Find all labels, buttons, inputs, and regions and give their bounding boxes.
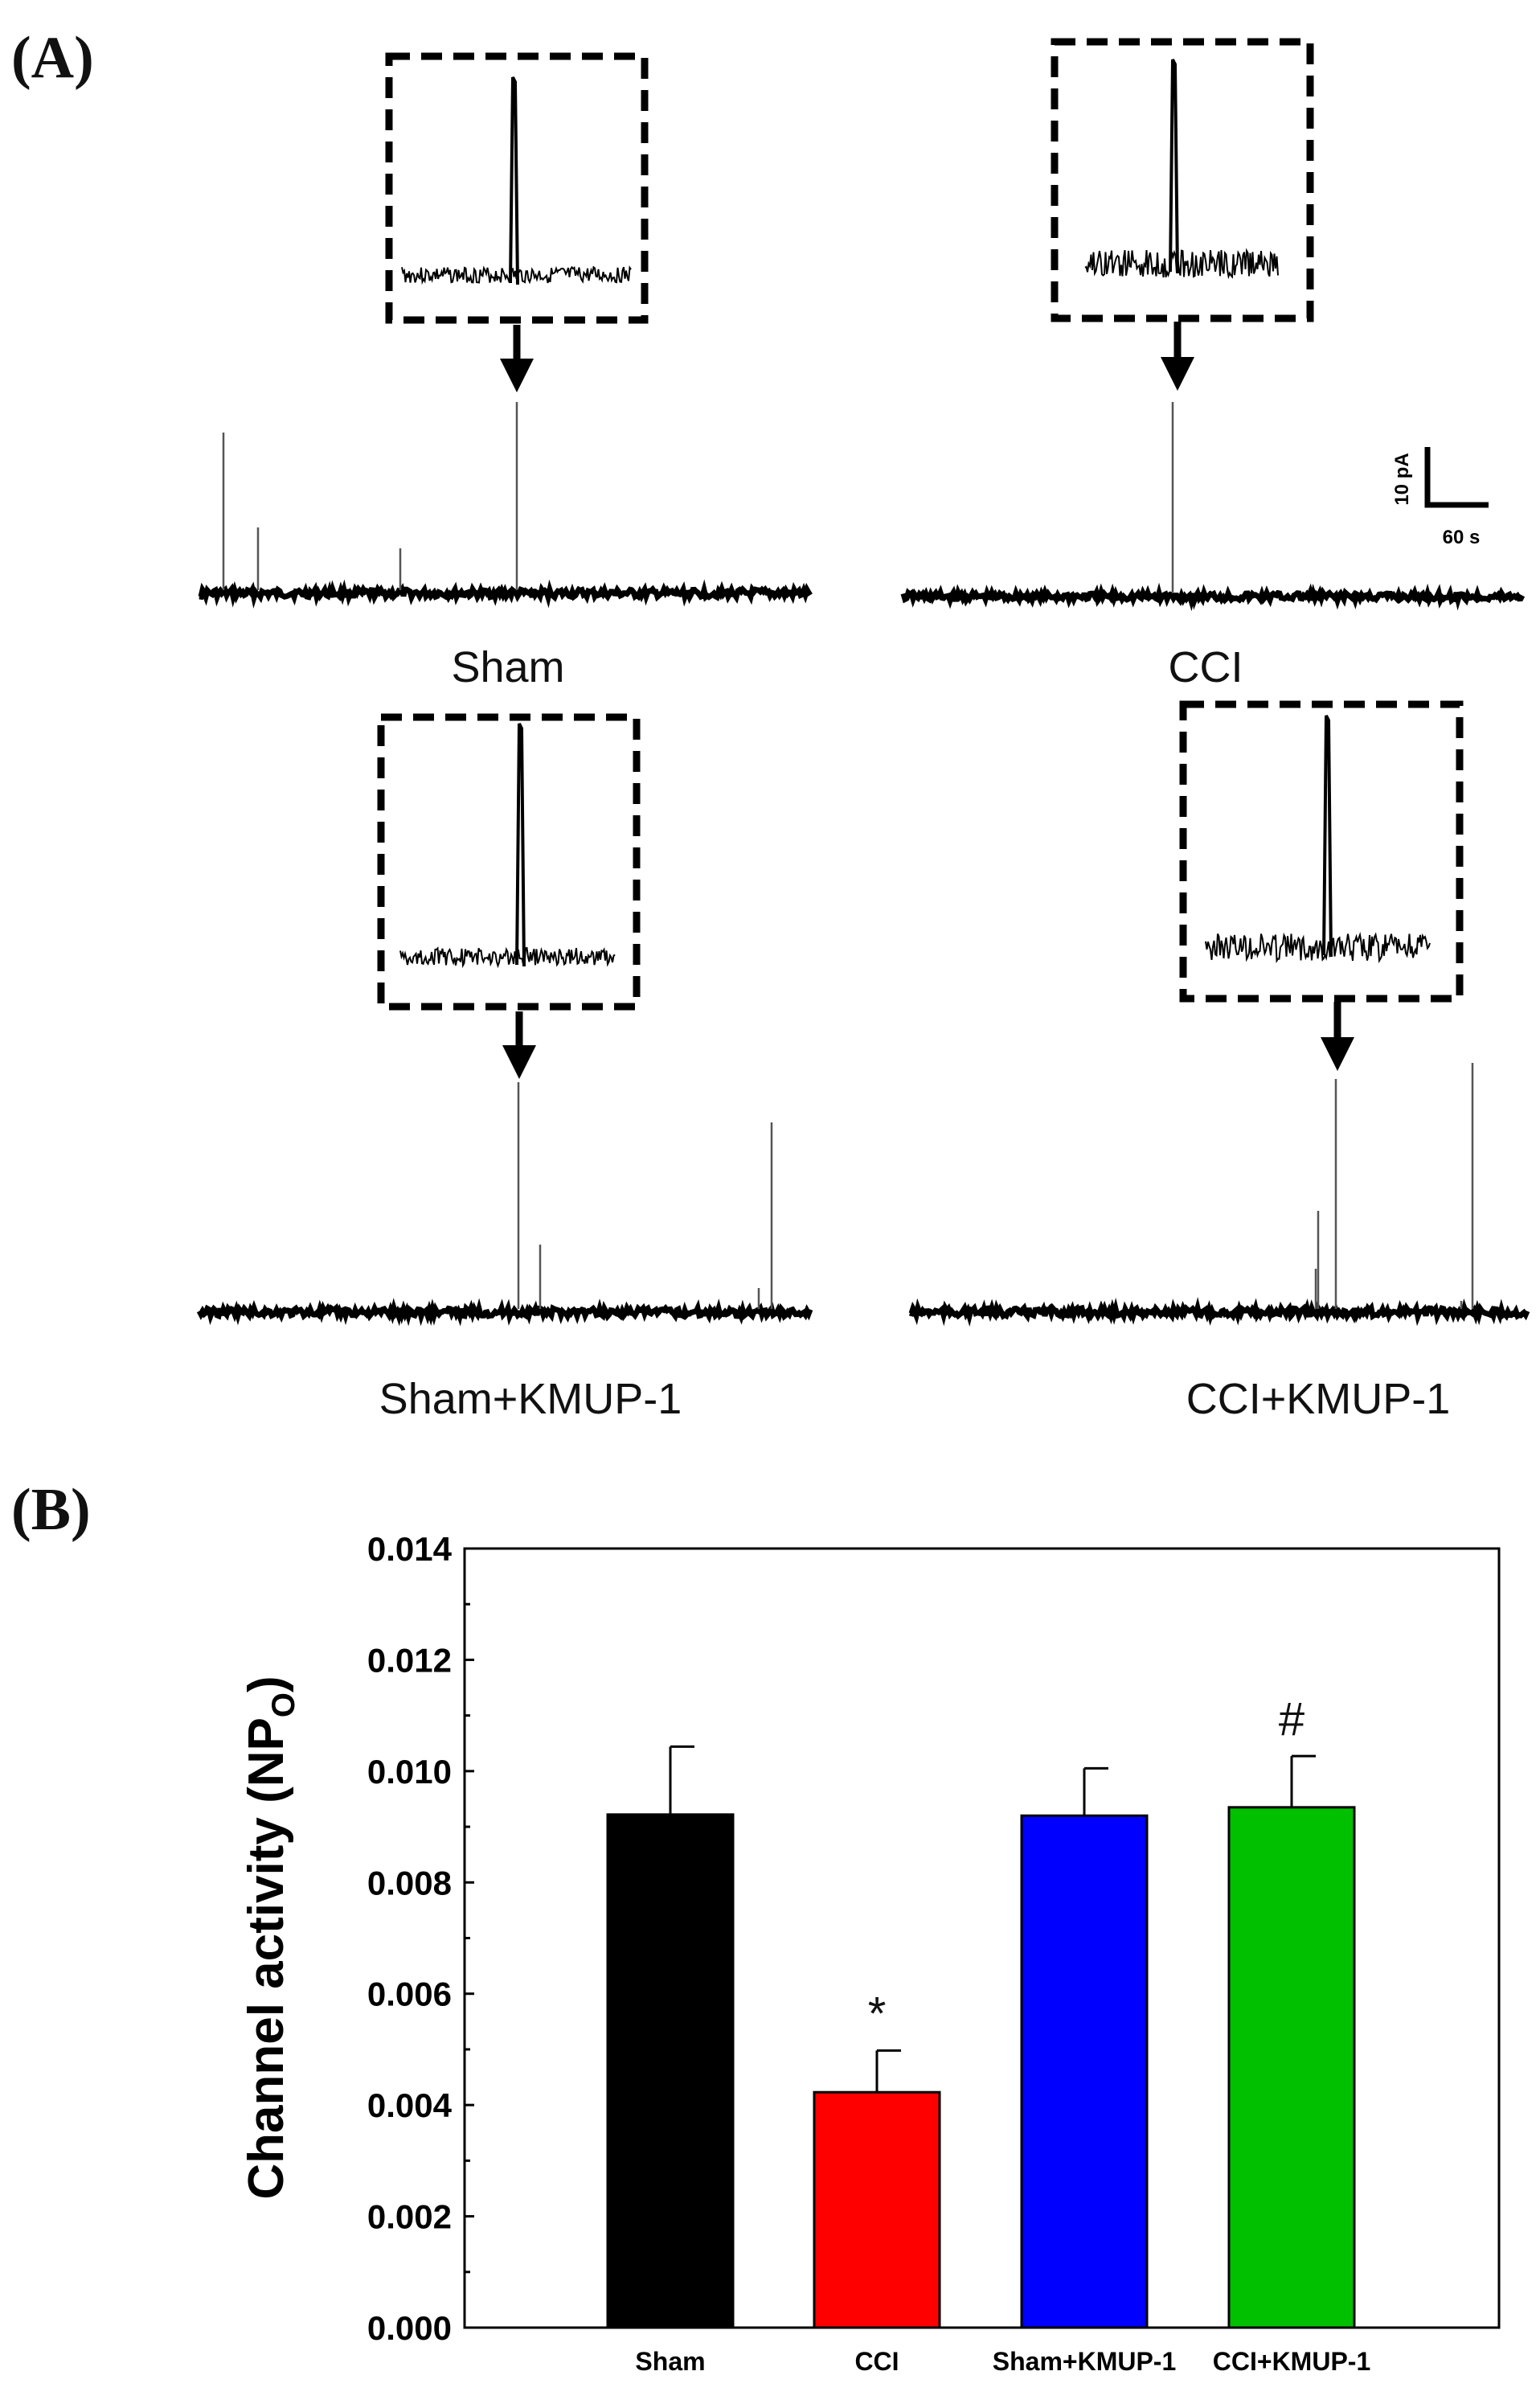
y-tick-label: 0.006 xyxy=(367,1975,452,2013)
bar-cci xyxy=(813,2090,941,2329)
x-axis: Sham CCI Sham+KMUP-1 CCI+KMUP-1 xyxy=(635,2347,1370,2376)
y-tick-label: 0.014 xyxy=(367,1530,453,1568)
trace-panel-sham-kmup1: Sham+KMUP-1 xyxy=(196,713,813,1423)
inset-box-cci xyxy=(1051,38,1314,322)
inset-box-cci-kmup1 xyxy=(1179,700,1464,1003)
inset-peak xyxy=(1169,59,1179,274)
bar-sham-kmup-1 xyxy=(1020,1814,1149,2329)
recording-trace-sham-kmup1 xyxy=(196,1082,813,1327)
x-category-label: Sham+KMUP-1 xyxy=(993,2347,1177,2376)
y-axis-title-subscript: O xyxy=(266,1692,301,1717)
y-axis-title: Channel activity (NPO) xyxy=(239,1676,301,2199)
inset-noise xyxy=(1084,248,1279,280)
trace-baseline xyxy=(908,1297,1530,1327)
inset-noise xyxy=(399,946,616,969)
y-tick-label: 0.012 xyxy=(367,1641,452,1679)
trace-baseline xyxy=(198,579,813,609)
inset-trace-sham xyxy=(401,76,632,285)
significance-marker: * xyxy=(868,1988,887,2040)
trace-panel-sham: Sham xyxy=(198,52,813,691)
recording-trace-cci xyxy=(900,402,1526,612)
trace-baseline xyxy=(196,1298,813,1327)
x-category-label: Sham xyxy=(635,2347,705,2376)
x-category-label: CCI+KMUP-1 xyxy=(1213,2347,1370,2376)
scale-bar-time-label: 60 s xyxy=(1443,527,1481,548)
y-axis: 0.000 0.002 0.004 0.006 0.008 0.010 0.012 0.014 xyxy=(367,1530,474,2347)
recording-trace-sham xyxy=(198,402,813,609)
panel-a-label: (A) xyxy=(11,25,94,91)
trace-panel-cci: CCI xyxy=(900,38,1526,691)
y-tick-label: 0.008 xyxy=(367,1864,452,1901)
inset-peak xyxy=(1322,715,1333,958)
bar-cci-kmup-1 xyxy=(1227,1806,1356,2329)
scale-bar: 10 pA 60 s xyxy=(1391,447,1489,548)
trace-panel-cci-kmup1: CCI+KMUP-1 xyxy=(908,700,1530,1423)
inset-noise xyxy=(1205,931,1431,964)
inset-box-sham-kmup1 xyxy=(377,713,641,1011)
x-category-label: CCI xyxy=(854,2347,899,2376)
y-tick-label: 0.000 xyxy=(367,2309,452,2347)
inset-trace-cci xyxy=(1084,59,1279,280)
arrow-icon xyxy=(500,325,534,392)
recording-trace-cci-kmup1 xyxy=(908,1063,1530,1327)
trace-label-cci-kmup1: CCI+KMUP-1 xyxy=(1186,1375,1451,1423)
scale-bar-current-label: 10 pA xyxy=(1391,453,1413,505)
trace-baseline xyxy=(900,582,1526,612)
inset-box-sham xyxy=(385,52,649,324)
y-tick-label: 0.002 xyxy=(367,2198,452,2236)
bar-sham xyxy=(606,1813,735,2329)
y-axis-title-close: ) xyxy=(239,1676,294,1692)
trace-label-cci: CCI xyxy=(1169,643,1243,691)
inset-peak xyxy=(509,76,519,285)
y-tick-label: 0.004 xyxy=(367,2086,453,2124)
inset-trace-cci-kmup1 xyxy=(1205,715,1431,964)
panel-b-label: (B) xyxy=(11,1477,91,1543)
arrow-icon xyxy=(502,1011,536,1079)
chart-marks: *# xyxy=(606,1693,1356,2329)
bar-chart: *# 0.0000.0020.0040.0060.0080.0100.0120.… xyxy=(239,1530,1501,2376)
y-tick-label: 0.010 xyxy=(367,1753,452,1791)
inset-peak xyxy=(515,723,526,967)
y-axis-title-main: Channel activity (NP xyxy=(239,1717,294,2199)
inset-trace-sham-kmup1 xyxy=(399,723,616,969)
trace-label-sham: Sham xyxy=(451,643,564,691)
trace-label-sham-kmup1: Sham+KMUP-1 xyxy=(379,1375,682,1423)
significance-marker: # xyxy=(1279,1693,1304,1746)
arrow-icon xyxy=(1321,1002,1354,1071)
arrow-icon xyxy=(1161,322,1194,391)
